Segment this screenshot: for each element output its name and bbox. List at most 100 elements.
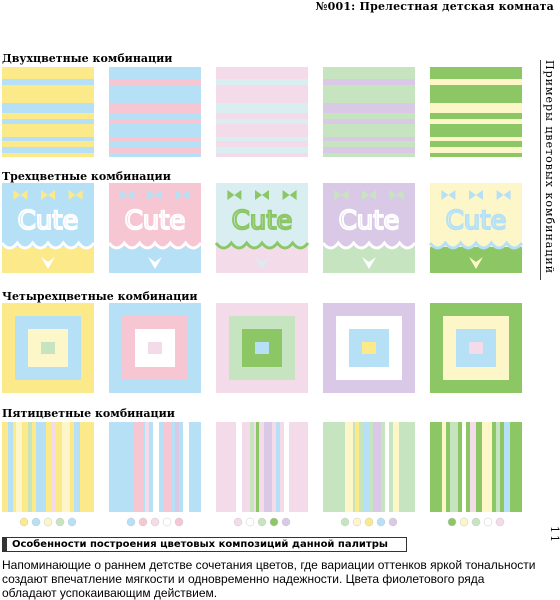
stripe bbox=[430, 103, 522, 113]
header: №001: Прелестная детская комната bbox=[315, 0, 554, 13]
color-dot bbox=[495, 517, 505, 527]
illustration-text: Cute bbox=[232, 206, 293, 236]
stripe bbox=[430, 119, 522, 124]
illustration-text: Cute bbox=[446, 206, 507, 236]
wave bbox=[428, 240, 524, 250]
stripe bbox=[74, 422, 80, 512]
stripe bbox=[363, 422, 369, 512]
stripe bbox=[216, 103, 308, 113]
stripe bbox=[52, 422, 56, 512]
color-dot bbox=[257, 517, 267, 527]
color-dot bbox=[459, 517, 469, 527]
stripe bbox=[2, 79, 94, 85]
square bbox=[469, 342, 483, 354]
stripe bbox=[323, 79, 415, 85]
stripe bbox=[256, 422, 259, 512]
stripe bbox=[2, 119, 94, 124]
bow bbox=[148, 190, 162, 200]
bow bbox=[227, 190, 242, 200]
square bbox=[362, 342, 376, 354]
stripe bbox=[2, 137, 94, 141]
bow bbox=[120, 190, 135, 200]
stripe bbox=[62, 422, 70, 512]
stripe bbox=[36, 422, 46, 512]
color-dot bbox=[245, 517, 255, 527]
stripe bbox=[109, 103, 201, 113]
band bbox=[109, 247, 201, 273]
section-title: Пятицветные комбинации bbox=[2, 407, 175, 420]
color-dot bbox=[138, 517, 148, 527]
side-title: Примеры цветовых комбинаций bbox=[540, 60, 556, 280]
stripe bbox=[133, 422, 143, 512]
color-dot bbox=[19, 517, 29, 527]
color-dot bbox=[67, 517, 77, 527]
section-title: Четырехцветные комбинации bbox=[2, 290, 198, 303]
stripe bbox=[109, 79, 201, 85]
stripe bbox=[323, 103, 415, 113]
stripe bbox=[323, 147, 415, 153]
stripe bbox=[28, 422, 32, 512]
stripe bbox=[250, 422, 254, 512]
color-dot bbox=[483, 517, 493, 527]
wave bbox=[321, 240, 417, 250]
section-title: Двухцветные комбинации bbox=[2, 52, 173, 65]
swatch bbox=[216, 422, 308, 512]
illustration-text: Cute bbox=[18, 206, 79, 236]
stripe bbox=[109, 147, 201, 153]
color-dot bbox=[162, 517, 172, 527]
color-dot bbox=[233, 517, 243, 527]
stripe bbox=[393, 422, 399, 512]
bow bbox=[68, 190, 83, 200]
stripe bbox=[183, 422, 189, 512]
bow bbox=[41, 190, 55, 200]
stripe bbox=[145, 422, 149, 512]
stripe bbox=[216, 79, 308, 85]
color-dot bbox=[55, 517, 65, 527]
bow bbox=[13, 190, 28, 200]
bow bbox=[175, 190, 190, 200]
band bbox=[216, 247, 308, 273]
bow bbox=[255, 190, 269, 200]
bow bbox=[469, 190, 483, 200]
wave bbox=[0, 240, 96, 250]
color-dot bbox=[150, 517, 160, 527]
tulip bbox=[41, 257, 55, 269]
color-dot bbox=[388, 517, 398, 527]
stripe bbox=[323, 137, 415, 141]
stripe bbox=[430, 79, 522, 85]
wave bbox=[214, 240, 310, 250]
bow bbox=[282, 190, 297, 200]
section-title: Трехцветные комбинации bbox=[2, 170, 171, 183]
stripe bbox=[450, 422, 458, 512]
tulip bbox=[255, 257, 269, 269]
bow bbox=[362, 190, 376, 200]
swatch bbox=[2, 422, 94, 512]
stripe bbox=[385, 422, 389, 512]
stripe bbox=[163, 422, 171, 512]
band bbox=[323, 247, 415, 273]
stripe bbox=[8, 422, 13, 512]
stripe bbox=[109, 137, 201, 141]
stripe bbox=[2, 103, 94, 113]
stripe bbox=[462, 422, 466, 512]
stripe bbox=[430, 147, 522, 153]
color-dot bbox=[471, 517, 481, 527]
stripe bbox=[264, 422, 272, 512]
color-dot bbox=[31, 517, 41, 527]
illustration-text: Cute bbox=[125, 206, 186, 236]
stripe bbox=[345, 422, 353, 512]
stripe bbox=[373, 422, 381, 512]
illustration-text: Cute bbox=[339, 206, 400, 236]
color-dot bbox=[340, 517, 350, 527]
tulip bbox=[362, 257, 376, 269]
square bbox=[41, 342, 55, 354]
color-dot bbox=[281, 517, 291, 527]
stripe bbox=[236, 422, 242, 512]
stripe bbox=[109, 119, 201, 124]
page-number: 11 bbox=[548, 526, 560, 544]
square bbox=[255, 342, 269, 354]
band bbox=[430, 247, 522, 273]
color-dot bbox=[126, 517, 136, 527]
band bbox=[2, 247, 94, 273]
